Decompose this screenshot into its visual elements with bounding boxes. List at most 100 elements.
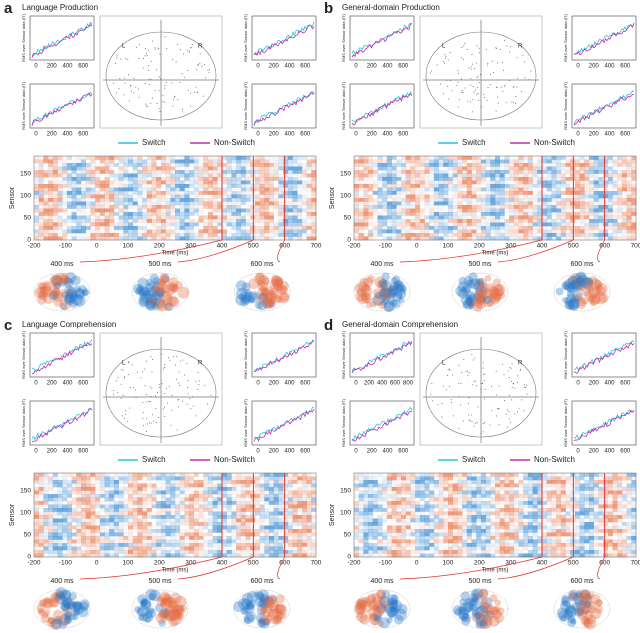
- heat-cell: [443, 187, 449, 192]
- heat-cell: [203, 529, 208, 533]
- sensor-dot: [461, 46, 463, 48]
- sensor-dot: [495, 110, 497, 112]
- heat-cell: [264, 184, 270, 188]
- heat-cell: [165, 170, 171, 174]
- heat-cell: [212, 529, 218, 533]
- heat-cell: [466, 201, 472, 206]
- heat-cell: [156, 222, 162, 227]
- heat-cell: [132, 156, 138, 160]
- topo-blob: [64, 294, 76, 306]
- heat-cell: [621, 156, 627, 160]
- heat-cell: [76, 473, 82, 477]
- sensor-dot: [197, 388, 199, 390]
- heat-cell: [523, 198, 529, 202]
- plot-x-tick: 200: [269, 381, 280, 387]
- heat-cell: [523, 208, 529, 213]
- heat-cell: [527, 184, 533, 188]
- heat-cell: [43, 487, 49, 491]
- heat-cell: [231, 177, 237, 181]
- heat-cell: [170, 198, 176, 202]
- heat-cell: [546, 222, 552, 227]
- heat-cell: [523, 163, 529, 167]
- heat-cell: [245, 173, 251, 178]
- heat-cell: [123, 166, 129, 171]
- heat-cell: [184, 508, 190, 512]
- heat-cell: [574, 184, 580, 188]
- heat-cell: [142, 187, 148, 192]
- topo-blob: [581, 277, 594, 290]
- heat-cell: [368, 194, 374, 199]
- topo-blob: [394, 279, 403, 288]
- sensor-dot: [444, 54, 446, 56]
- topo-blob: [473, 302, 483, 312]
- heat-cell: [76, 194, 82, 199]
- heat-cell: [287, 219, 293, 223]
- heat-cell: [165, 215, 171, 220]
- heat-cell: [297, 191, 302, 195]
- heat-cell: [118, 177, 124, 181]
- topo-blob: [555, 287, 564, 296]
- heat-cell: [466, 187, 472, 192]
- heat-cell: [71, 501, 77, 505]
- heat-cell: [466, 219, 472, 223]
- heat-cell: [443, 194, 449, 199]
- plot-x-tick: 600: [300, 64, 311, 70]
- heat-cell: [62, 219, 68, 223]
- topo-blob: [564, 281, 576, 293]
- heat-cell: [476, 184, 482, 188]
- heat-cell: [170, 222, 176, 227]
- sensor-dot: [187, 89, 189, 91]
- heat-cell: [527, 215, 533, 220]
- heat-cell: [603, 205, 609, 209]
- heat-cell: [472, 184, 477, 188]
- heat-cell: [212, 205, 218, 209]
- sensor-dot: [192, 396, 194, 398]
- heat-cell: [617, 177, 623, 181]
- heat-cell: [57, 494, 63, 498]
- heat-cell: [401, 236, 406, 241]
- heat-cell: [226, 208, 232, 213]
- heat-cell: [245, 522, 251, 526]
- sensor-dot: [156, 103, 158, 105]
- heat-cell: [405, 208, 411, 213]
- heat-cell: [626, 208, 632, 213]
- heat-cell: [589, 201, 594, 206]
- heat-cell: [368, 219, 373, 223]
- heat-cell: [236, 236, 242, 241]
- heat-cell: [62, 473, 68, 477]
- heat-cell: [612, 198, 618, 202]
- heat-cell: [66, 156, 72, 160]
- heat-cell: [358, 219, 364, 223]
- sensor-dot: [483, 94, 485, 96]
- heat-cell: [71, 550, 77, 554]
- heat-cell: [264, 522, 269, 526]
- heat-cell: [90, 487, 96, 491]
- heat-cell: [250, 550, 256, 554]
- heat-cell: [269, 504, 274, 509]
- heat-cell: [160, 212, 166, 216]
- heat-cell: [57, 511, 63, 516]
- heat-cell: [198, 525, 204, 530]
- heat-cell: [259, 539, 265, 544]
- heat-cell: [626, 222, 632, 227]
- sensor-dot: [207, 69, 209, 71]
- heat-cell: [175, 191, 180, 195]
- heat-cell: [254, 522, 260, 526]
- heat-cell: [377, 201, 383, 206]
- heat-cell: [245, 515, 251, 519]
- sensor-dot: [166, 402, 168, 404]
- heat-cell: [513, 163, 519, 167]
- heat-cell: [603, 166, 609, 171]
- heat-cell: [433, 198, 439, 202]
- heat-cell: [81, 490, 86, 495]
- heat-cell: [38, 476, 44, 481]
- heat-cell: [189, 483, 195, 488]
- heat-cell: [504, 163, 510, 167]
- heat-cell: [226, 504, 232, 509]
- heat-cell: [410, 219, 416, 223]
- sensor-dot: [445, 55, 447, 57]
- heat-cell: [118, 543, 124, 547]
- heat-cell: [504, 201, 510, 206]
- heat-cell: [212, 543, 218, 547]
- heat-cell: [160, 550, 166, 554]
